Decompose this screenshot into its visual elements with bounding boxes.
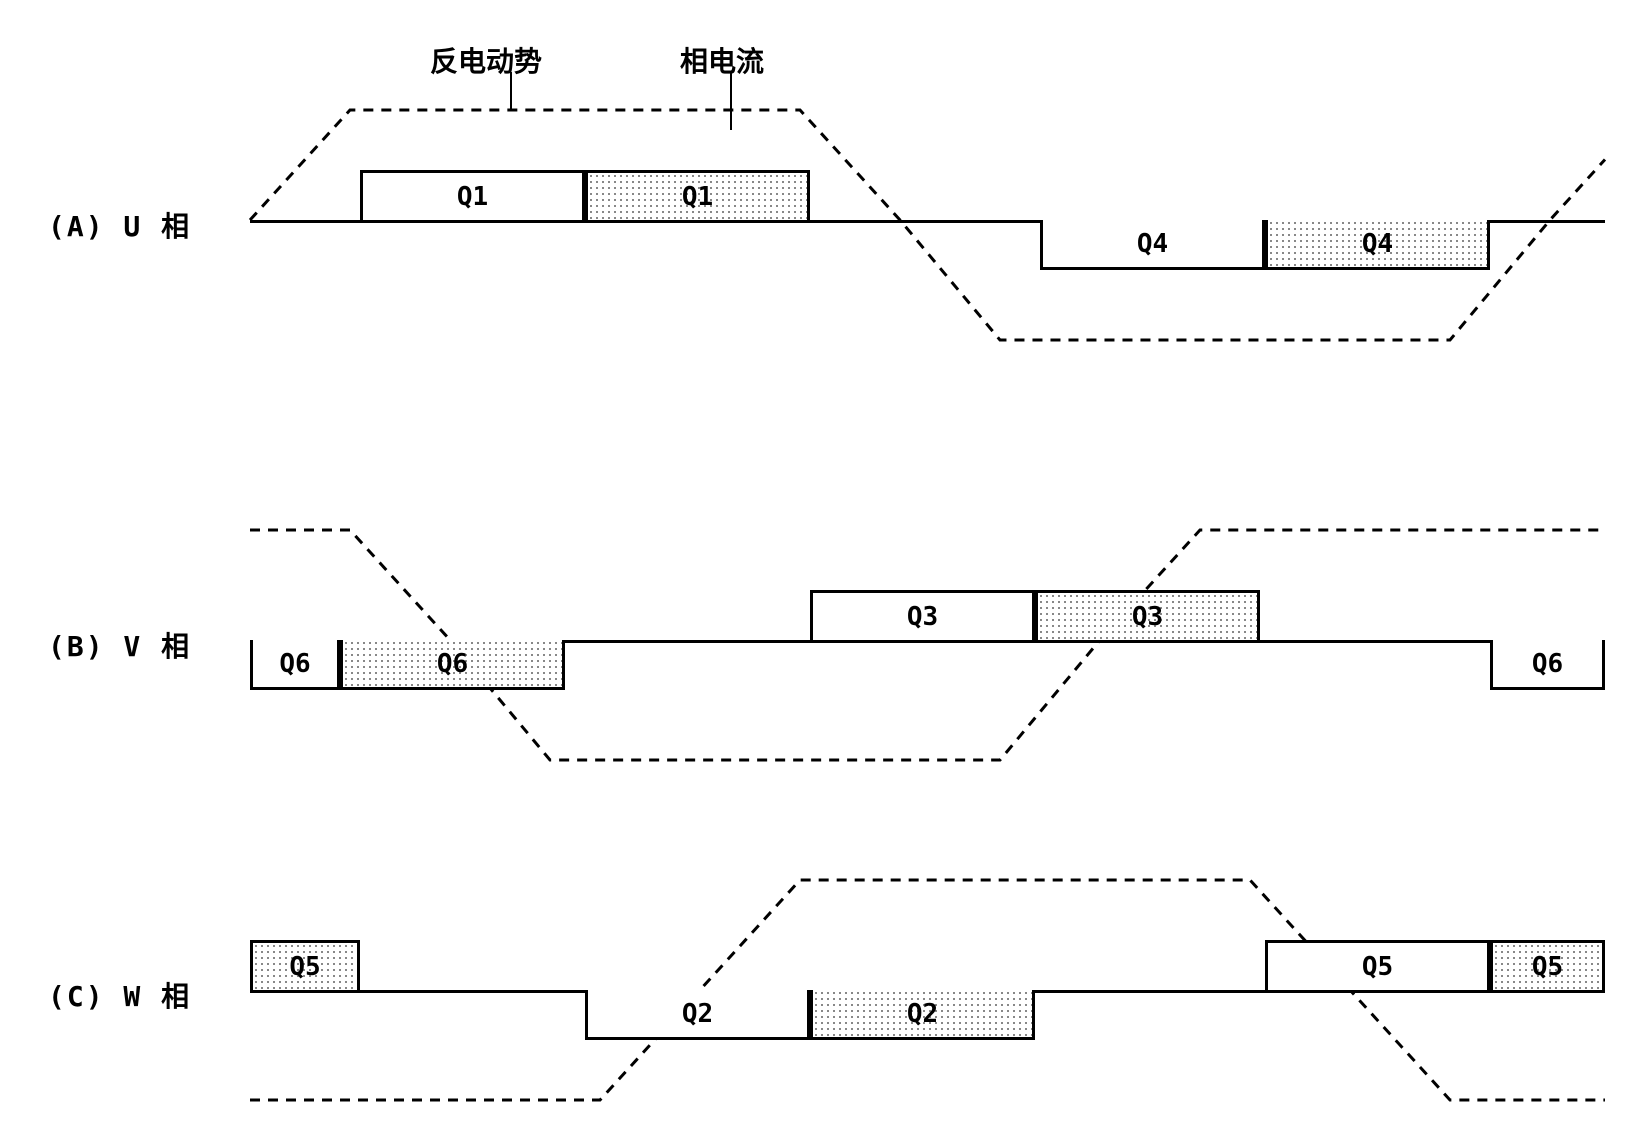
block-label: Q5 <box>289 952 320 982</box>
block-label: Q5 <box>1532 952 1563 982</box>
block-label: Q2 <box>682 999 713 1029</box>
phase-W-block-Q5-3: Q5 <box>1265 940 1490 990</box>
block-label: Q2 <box>907 999 938 1029</box>
phase-W-block-Q5-4: Q5 <box>1490 940 1605 990</box>
timing-diagram: 反电动势相电流(A) U 相Q1Q1Q4Q4(B) V 相Q6Q6Q3Q3Q6(… <box>40 40 1605 1100</box>
phase-W-block-Q2-2: Q2 <box>810 990 1035 1040</box>
block-label: Q5 <box>1362 952 1393 982</box>
phase-W-block-Q2-1: Q2 <box>585 990 810 1040</box>
phase-W-block-Q5-0: Q5 <box>250 940 360 990</box>
